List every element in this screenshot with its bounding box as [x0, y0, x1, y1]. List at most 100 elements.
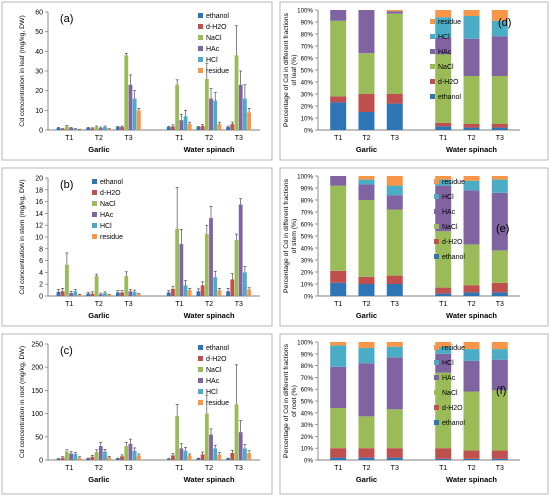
- legend-label: HAc: [206, 46, 220, 53]
- bar-HCl: [103, 293, 107, 296]
- bar-NaCl: [204, 413, 209, 460]
- x-group-label: Water spinach: [446, 475, 497, 484]
- x-tick-label: T3: [235, 301, 243, 308]
- stack-segment-NaCl: [491, 76, 508, 124]
- legend-label: HAc: [442, 375, 456, 382]
- x-tick-label: T1: [175, 135, 183, 142]
- bar-ethanol: [86, 128, 91, 130]
- y-axis-title: of stem (%): [291, 219, 298, 254]
- stack-segment-ethanol: [463, 458, 480, 460]
- bar-residue: [136, 455, 141, 460]
- bar-ethanol: [56, 128, 61, 130]
- bar-ethanol: [115, 292, 120, 296]
- x-tick-label: T1: [439, 135, 447, 142]
- stack-segment-HCl: [435, 346, 452, 354]
- x-group-label: Water spinach: [184, 145, 235, 154]
- x-tick-label: T2: [95, 301, 103, 308]
- stack-segment-HCl: [491, 20, 508, 37]
- legend-label: d-H2O: [206, 356, 227, 363]
- bar-ethanol: [196, 458, 201, 460]
- x-group-label: Water spinach: [446, 145, 497, 154]
- y-axis-title: Percentage of Cd in different fractions: [283, 178, 290, 293]
- legend-label: d-H2O: [438, 79, 459, 86]
- legend-label: residue: [442, 179, 465, 186]
- y-tick-label: 0%: [304, 128, 313, 135]
- bar-residue: [217, 290, 222, 296]
- bar-residue: [217, 454, 222, 460]
- bar-d-H2O: [90, 456, 95, 460]
- x-group-label: Garlic: [88, 311, 109, 320]
- stack-segment-ethanol: [358, 112, 375, 130]
- y-tick-label: 10%: [301, 446, 314, 453]
- bar-d-H2O: [171, 455, 175, 460]
- x-tick-label: T1: [334, 301, 342, 308]
- bar-d-H2O: [230, 279, 235, 296]
- x-tick-label: T3: [496, 135, 504, 142]
- legend-swatch: [434, 194, 439, 199]
- bar-residue: [187, 455, 192, 460]
- bar-HCl: [213, 448, 218, 460]
- y-tick-label: 100%: [297, 174, 313, 181]
- stack-segment-d-H2O: [491, 282, 508, 293]
- bar-HCl: [243, 448, 247, 460]
- legend-swatch: [198, 367, 203, 372]
- bar-d-H2O: [90, 293, 95, 296]
- bar-NaCl: [204, 234, 209, 296]
- bar-residue: [217, 124, 222, 130]
- panel-label: (d): [498, 17, 511, 29]
- stack-segment-HAc: [386, 357, 403, 410]
- legend-label: HCl: [438, 34, 450, 41]
- stack-segment-residue: [386, 10, 403, 12]
- stack-segment-HAc: [330, 10, 347, 21]
- bar-d-H2O: [200, 285, 205, 296]
- bar-HAc: [69, 453, 73, 460]
- x-tick-label: T2: [467, 465, 475, 472]
- x-tick-label: T2: [362, 465, 370, 472]
- y-tick-label: 90%: [301, 20, 314, 27]
- stack-segment-HAc: [435, 185, 452, 232]
- bar-HCl: [243, 272, 247, 296]
- y-tick-label: 90%: [301, 186, 314, 193]
- legend-swatch: [198, 57, 203, 62]
- stack-segment-ethanol: [435, 458, 452, 460]
- bar-HAc: [238, 84, 243, 130]
- y-tick-label: 4: [39, 270, 43, 277]
- y-tick-label: 14: [35, 211, 43, 218]
- bar-d-H2O: [230, 124, 235, 130]
- bar-HCl: [73, 129, 78, 130]
- legend-swatch: [434, 375, 439, 380]
- legend-swatch: [434, 239, 439, 244]
- legend-swatch: [430, 94, 435, 99]
- y-tick-label: 30: [35, 69, 43, 76]
- panel-label: (b): [60, 179, 73, 191]
- stack-segment-HAc: [435, 37, 452, 55]
- y-axis-title: Percentage of Cd in different fractions: [283, 12, 290, 127]
- stack-segment-residue: [358, 176, 375, 180]
- stack-segment-HAc: [491, 192, 508, 251]
- x-group-label: Garlic: [356, 311, 377, 320]
- bar-HCl: [183, 450, 188, 460]
- legend-swatch: [430, 49, 435, 54]
- bar-HAc: [209, 98, 213, 130]
- stack-segment-NaCl: [330, 185, 347, 271]
- bar-NaCl: [124, 275, 129, 296]
- bar-residue: [77, 294, 82, 296]
- stack-segment-HCl: [358, 347, 375, 364]
- legend-label: HCl: [442, 360, 454, 367]
- x-tick-label: T1: [175, 465, 183, 472]
- y-tick-label: 20%: [301, 434, 314, 441]
- y-tick-label: 50: [35, 434, 43, 441]
- stack-segment-HAc: [463, 190, 480, 245]
- stack-segment-HCl: [386, 185, 403, 196]
- bar-HCl: [132, 98, 137, 130]
- legend-swatch: [198, 389, 203, 394]
- bar-NaCl: [175, 84, 180, 130]
- x-tick-label: T1: [65, 135, 73, 142]
- stack-segment-d-H2O: [463, 124, 480, 128]
- y-tick-label: 100%: [297, 340, 313, 347]
- x-group-label: Garlic: [356, 145, 377, 154]
- y-tick-label: 30%: [301, 422, 314, 429]
- panel-label: (e): [496, 223, 509, 235]
- bar-residue: [107, 129, 112, 130]
- legend-label: d-H2O: [442, 239, 463, 246]
